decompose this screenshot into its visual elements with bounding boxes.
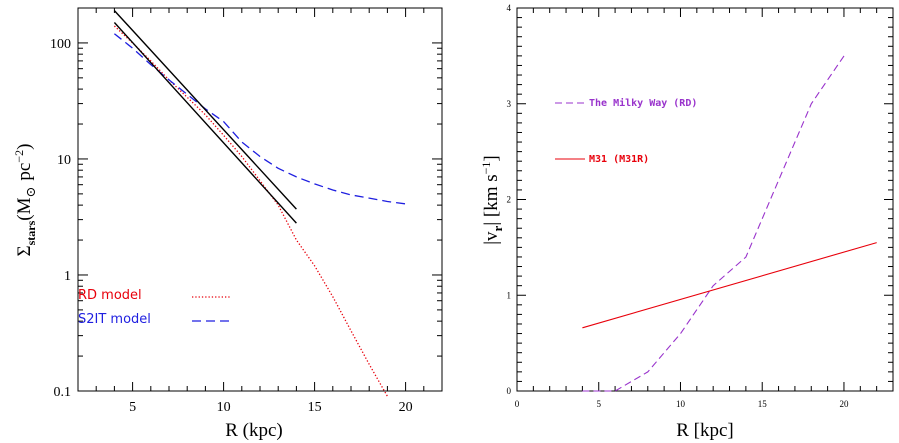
- legend-label-s2it-model: S2IT model: [78, 312, 151, 327]
- right-ytick-label: 3: [507, 99, 512, 109]
- right-ylabel-sub: r: [490, 225, 505, 231]
- left-xlabel: R (kpc): [225, 420, 283, 441]
- right-series-m31-m31r: [582, 242, 877, 329]
- left-legend: RD model S2IT model: [78, 288, 231, 327]
- left-ticks: [77, 7, 443, 392]
- right-xtick-label: 20: [839, 399, 849, 409]
- right-xtick-label: 15: [758, 399, 768, 409]
- left-series-solid-line-3: [113, 22, 297, 224]
- right-ticks: [516, 7, 894, 392]
- legend-label-rd-model: RD model: [78, 288, 142, 303]
- left-xtick-label: 15: [308, 400, 322, 415]
- right-ylabel-close: ]: [481, 155, 502, 161]
- left-ylabel-exp: −2: [12, 150, 26, 163]
- right-tick-labels: 0 5 10 15 20 0 1 2 3 4: [507, 3, 849, 409]
- right-xtick-label: 0: [515, 399, 520, 409]
- right-ytick-label: 0: [507, 386, 512, 396]
- right-ylabel-exp: −1: [479, 162, 493, 175]
- right-panel: 0 5 10 15 20 0 1 2 3 4 R [kpc] |vr| [km s−1] The …: [479, 3, 894, 441]
- right-xtick-label: 10: [676, 399, 686, 409]
- left-series: [113, 10, 406, 397]
- left-xtick-label: 10: [217, 400, 231, 415]
- left-series-s2it-model: [113, 33, 406, 205]
- right-series-the-milky-way-rd: [582, 55, 845, 392]
- right-plot-frame: [516, 7, 894, 392]
- left-series-rd-model: [113, 25, 388, 397]
- right-ytick-label: 4: [507, 3, 512, 13]
- left-plot-frame: [77, 7, 443, 392]
- left-ylabel-sun: ⊙: [23, 187, 38, 198]
- left-xtick-label: 20: [399, 400, 413, 415]
- left-ylabel-sub: stars: [24, 220, 38, 245]
- right-legend: The Milky Way (RD) M31 (M31R): [555, 97, 697, 165]
- right-ylabel-pre: |v: [481, 231, 502, 245]
- left-ylabel-symbol: Σ: [14, 245, 35, 256]
- right-xlabel: R [kpc]: [676, 420, 734, 441]
- left-ylabel-close: ): [14, 144, 35, 150]
- right-xtick-label: 5: [596, 399, 601, 409]
- left-ytick-label: 1: [64, 269, 71, 284]
- left-series-solid-line-2: [113, 10, 297, 210]
- right-ytick-label: 1: [507, 290, 512, 300]
- left-ylabel-pc: pc: [14, 163, 35, 181]
- left-ytick-label: 0.1: [54, 385, 72, 400]
- left-tick-labels: 5 10 15 20 0.1 1 10 100: [50, 37, 413, 415]
- left-ytick-label: 10: [57, 153, 71, 168]
- right-ylabel-post: | [km s: [481, 174, 502, 225]
- right-series: [582, 55, 877, 392]
- left-ytick-label: 100: [50, 37, 71, 52]
- legend-label-milky-way: The Milky Way (RD): [589, 97, 697, 109]
- right-ytick-label: 2: [507, 195, 512, 205]
- right-ylabel: |vr| [km s−1]: [479, 155, 505, 245]
- left-ylabel: Σstars(M⊙ pc−2): [12, 144, 38, 257]
- left-ylabel-units: (M: [14, 197, 35, 220]
- legend-label-m31: M31 (M31R): [589, 154, 649, 165]
- left-xtick-label: 5: [129, 400, 136, 415]
